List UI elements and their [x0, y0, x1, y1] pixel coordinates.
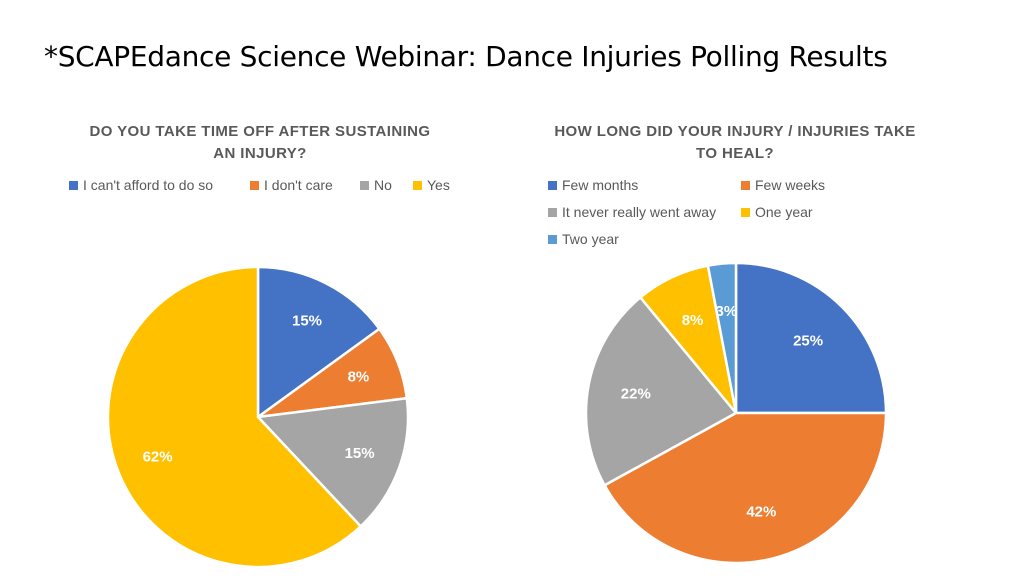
legend-swatch-icon: [548, 234, 557, 244]
pie-slice-1-3: [255, 396, 410, 529]
legend-label: I can't afford to do so: [83, 177, 214, 193]
pie-data-label-2-5: 3%: [716, 303, 738, 320]
legend-swatch-icon: [413, 180, 422, 190]
legend-swatch-icon: [548, 207, 557, 217]
pie-data-label-1-2: 8%: [348, 369, 370, 386]
chart-1-legend-item: No: [360, 177, 392, 193]
legend-swatch-icon: [548, 180, 557, 190]
pie-data-label-2-2: 42%: [746, 503, 776, 520]
pie-slice-1-4: [106, 265, 363, 569]
chart-1-legend-item: I can't afford to do so: [69, 177, 213, 193]
chart-1-title: DO YOU TAKE TIME OFF AFTER SUSTAINING AN…: [40, 121, 480, 165]
chart-2-legend-item: Few months: [548, 177, 638, 193]
pie-data-label-1-3: 15%: [345, 445, 375, 462]
legend-label: One year: [755, 204, 813, 220]
legend-swatch-icon: [360, 180, 369, 190]
pie-data-label-1-4: 62%: [143, 448, 173, 465]
pie-data-label-2-1: 25%: [793, 332, 823, 349]
chart-2-legend-item: One year: [741, 204, 813, 220]
pie-slice-2-1: [734, 261, 888, 415]
pie-slice-1-1: [256, 265, 382, 420]
legend-swatch-icon: [250, 180, 259, 190]
legend-label: No: [374, 177, 392, 193]
chart-2-title-line-1: HOW LONG DID YOUR INJURY / INJURIES TAKE: [554, 123, 916, 140]
legend-label: Few months: [562, 177, 639, 193]
legend-swatch-icon: [69, 180, 78, 190]
legend-swatch-icon: [741, 180, 750, 190]
chart-1-title-line-2: AN INJURY?: [213, 145, 307, 162]
chart-2-legend-item: Few weeks: [741, 177, 825, 193]
legend-label: Yes: [427, 177, 450, 193]
pie-slice-2-3: [584, 295, 738, 487]
chart-1-legend-item: I don't care: [250, 177, 333, 193]
chart-1-legend-item: Yes: [413, 177, 450, 193]
pie-data-label-2-4: 8%: [682, 312, 704, 329]
legend-label: Few weeks: [755, 177, 826, 193]
pie-slice-2-2: [602, 411, 888, 565]
slide-title: *SCAPEdance Science Webinar: Dance Injur…: [44, 40, 888, 73]
chart-2-title-line-2: TO HEAL?: [696, 145, 774, 162]
legend-label: Two year: [562, 231, 619, 247]
legend-label: It never really went away: [562, 204, 717, 220]
chart-2-legend-item: It never really went away: [548, 204, 716, 220]
chart-2-title: HOW LONG DID YOUR INJURY / INJURIES TAKE…: [515, 121, 955, 165]
legend-label: I don't care: [264, 177, 333, 193]
pie-data-label-2-3: 22%: [621, 385, 651, 402]
pie-data-label-1-1: 15%: [292, 312, 322, 329]
chart-2-legend-item: Two year: [548, 231, 619, 247]
pie-slice-2-5: [706, 261, 738, 414]
chart-1-title-line-1: DO YOU TAKE TIME OFF AFTER SUSTAINING: [89, 123, 431, 140]
legend-swatch-icon: [741, 207, 750, 217]
